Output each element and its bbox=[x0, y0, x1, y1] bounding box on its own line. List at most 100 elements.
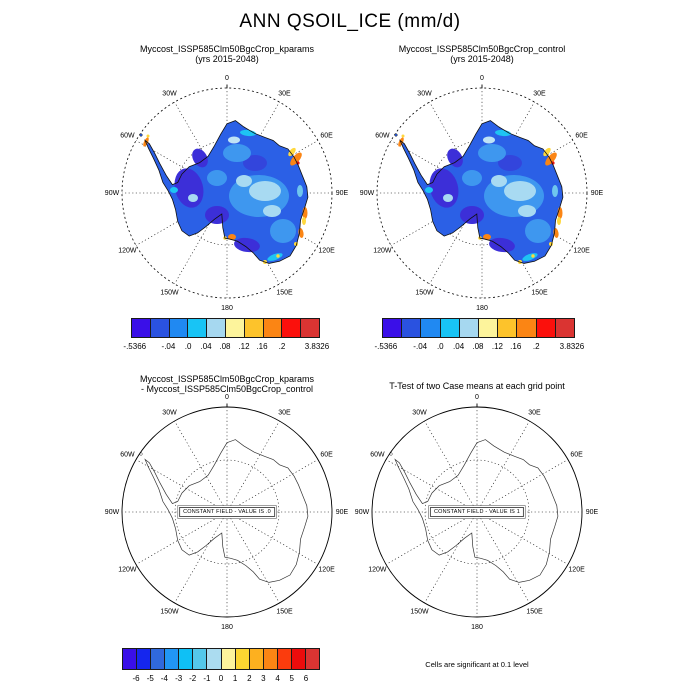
colorbar-swatch bbox=[554, 318, 576, 338]
lon-label: 90W bbox=[105, 190, 120, 197]
lon-label: 0 bbox=[225, 75, 229, 82]
lon-label: 60E bbox=[570, 451, 583, 458]
colorbar-swatch bbox=[276, 648, 292, 670]
colorbar-tick-label: .08 bbox=[472, 342, 484, 351]
panel-title-top-right: Myccost_ISSP585Clm50BgcCrop_control (yrs… bbox=[352, 44, 612, 64]
panel-title-line1: Myccost_ISSP585Clm50BgcCrop_kparams bbox=[139, 44, 315, 54]
panel-title-bottom-left: Myccost_ISSP585Clm50BgcCrop_kparams - My… bbox=[97, 374, 357, 394]
lon-label: 30E bbox=[278, 90, 291, 97]
colorbar-swatch bbox=[149, 318, 170, 338]
lon-label: 150W bbox=[415, 289, 434, 296]
colorbar-tick-label: .0 bbox=[184, 342, 192, 351]
lon-label: 120E bbox=[568, 566, 585, 573]
lon-label: 90E bbox=[336, 190, 349, 197]
colorbar-tick-label: 3.8326 bbox=[559, 342, 585, 351]
lon-label: 120E bbox=[318, 566, 335, 573]
colorbar-swatch bbox=[192, 648, 208, 670]
colorbar-tick-label: 6 bbox=[303, 674, 309, 683]
colorbar-swatch bbox=[439, 318, 460, 338]
lon-label: 0 bbox=[225, 394, 229, 401]
lon-label: 90E bbox=[336, 509, 349, 516]
colorbar-tick-label: -1 bbox=[203, 674, 211, 683]
lon-label: 180 bbox=[476, 305, 488, 312]
map-bottom-left-antarctica: 0 30E 60E 90E 120E 150E 180 150W 120W 90W 60W 30W bbox=[105, 394, 349, 631]
lon-label: 90E bbox=[586, 509, 599, 516]
colorbar-tick-label: 0 bbox=[218, 674, 224, 683]
colorbar-swatch bbox=[516, 318, 537, 338]
colorbar-tick-label: -5 bbox=[146, 674, 154, 683]
panel-title-bottom-right: T-Test of two Case means at each grid po… bbox=[347, 381, 607, 391]
lon-label: 0 bbox=[475, 394, 479, 401]
colorbar-swatch bbox=[262, 318, 283, 338]
lon-label: 120E bbox=[573, 247, 590, 254]
lon-label: 60E bbox=[320, 451, 333, 458]
colorbar-tick-label: 3.8326 bbox=[304, 342, 330, 351]
colorbar-swatch bbox=[206, 648, 222, 670]
panel-title-line2: - Myccost_ISSP585Clm50BgcCrop_control bbox=[140, 384, 314, 394]
colorbar-swatch bbox=[300, 318, 320, 338]
colorbar-swatch bbox=[131, 318, 151, 338]
colorbar-tick-label: 5 bbox=[289, 674, 294, 683]
constant-field-box-diff: CONSTANT FIELD - VALUE IS .0 bbox=[179, 507, 275, 517]
lon-label: 150E bbox=[276, 289, 293, 296]
colorbar-swatch bbox=[164, 648, 180, 670]
lon-label: 150W bbox=[410, 608, 429, 615]
lon-label: 150W bbox=[160, 608, 179, 615]
panel-title-line1: Myccost_ISSP585Clm50BgcCrop_control bbox=[398, 44, 566, 54]
lon-label: 60E bbox=[320, 132, 333, 139]
panel-title-line2: (yrs 2015-2048) bbox=[195, 54, 259, 64]
lon-label: 90W bbox=[360, 190, 375, 197]
colorbar-swatch bbox=[224, 318, 245, 338]
colorbar-tick-label: -2 bbox=[189, 674, 197, 683]
colorbar-tick-label: .2 bbox=[532, 342, 540, 351]
lon-label: 30W bbox=[162, 90, 177, 97]
colorbar-swatch bbox=[150, 648, 166, 670]
lon-label: 30E bbox=[528, 409, 541, 416]
colorbar-bottom-left: -6 -5 -4 -3 -2 -1 0 1 2 3 4 5 6 bbox=[122, 648, 321, 683]
lon-label: 180 bbox=[221, 624, 233, 631]
significance-note: Cells are significant at 0.1 level bbox=[425, 660, 529, 669]
lon-label: 90W bbox=[355, 509, 370, 516]
lon-label: 180 bbox=[471, 624, 483, 631]
colorbar-swatch bbox=[478, 318, 499, 338]
lon-label: 30W bbox=[162, 409, 177, 416]
map-bottom-right-antarctica: 0 30E 60E 90E 120E 150E 180 150W 120W 90W 60W 30W bbox=[355, 394, 599, 631]
colorbar-swatch bbox=[168, 318, 189, 338]
colorbar-tick-label: .16 bbox=[256, 342, 268, 351]
colorbar-tick-label: .08 bbox=[219, 342, 231, 351]
panel-title-line1: Myccost_ISSP585Clm50BgcCrop_kparams bbox=[139, 374, 315, 384]
colorbar-tick-label: 2 bbox=[247, 674, 252, 683]
colorbar-swatches bbox=[122, 648, 321, 670]
colorbar-tick-label: -.04 bbox=[161, 342, 176, 351]
lon-label: 30W bbox=[417, 90, 432, 97]
map-top-left-antarctica: 0 30E 60E 90E 120E 150E 180 150W 120W 90W 60W 30W bbox=[105, 75, 349, 312]
lon-label: 150W bbox=[160, 289, 179, 296]
colorbar-tick-label: 4 bbox=[275, 674, 280, 683]
lon-label: 60W bbox=[370, 451, 385, 458]
map-top-right-antarctica: 0 30E 60E 90E 120E 150E 180 150W 120W 90W 60W 30W bbox=[360, 75, 604, 312]
colorbar-swatch bbox=[420, 318, 441, 338]
colorbar-swatch bbox=[535, 318, 556, 338]
colorbar-tick-label: -.04 bbox=[413, 342, 428, 351]
colorbar-swatches bbox=[382, 318, 576, 338]
panel-title-line2: (yrs 2015-2048) bbox=[450, 54, 514, 64]
colorbar-top-left: -.5366 -.04 .0 .04 .08 .12 .16 .2 3.8326 bbox=[123, 318, 329, 351]
lon-label: 30E bbox=[278, 409, 291, 416]
colorbar-swatch bbox=[382, 318, 403, 338]
colorbar-tick-label: .0 bbox=[436, 342, 444, 351]
colorbar-tick-label: -3 bbox=[175, 674, 183, 683]
colorbar-swatch bbox=[401, 318, 422, 338]
lon-label: 150E bbox=[526, 608, 543, 615]
lon-label: 120W bbox=[368, 566, 387, 573]
colorbar-swatch bbox=[243, 318, 264, 338]
panel-title-line1: T-Test of two Case means at each grid po… bbox=[389, 381, 565, 391]
lon-label: 60W bbox=[120, 132, 135, 139]
lon-label: 90E bbox=[591, 190, 604, 197]
panel-title-top-left: Myccost_ISSP585Clm50BgcCrop_kparams (yrs… bbox=[97, 44, 357, 64]
colorbar-swatches bbox=[131, 318, 320, 338]
colorbar-tick-label: -4 bbox=[160, 674, 168, 683]
colorbar-tick-label: .04 bbox=[453, 342, 465, 351]
lon-label: 120W bbox=[118, 566, 137, 573]
lon-label: 30E bbox=[533, 90, 546, 97]
